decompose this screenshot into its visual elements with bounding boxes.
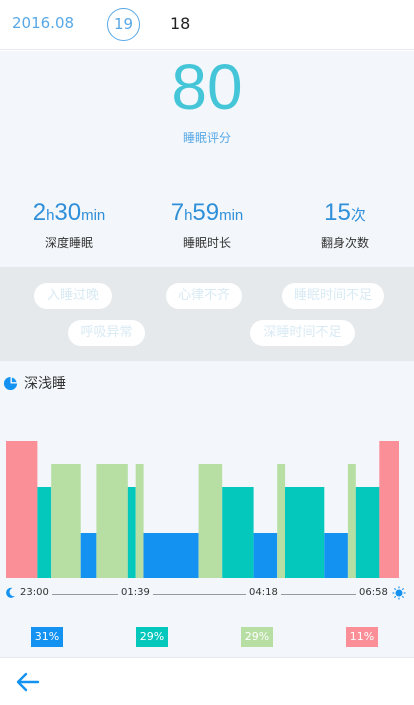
deep-hours: 2: [32, 199, 47, 226]
time-tick-end: 06:58: [356, 587, 391, 598]
segment-awake-16: [379, 441, 399, 578]
tag-insufficient-deep-sleep[interactable]: 深睡时间不足: [250, 320, 355, 346]
segment-deep-3: [80, 533, 97, 578]
segment-medium-5: [127, 487, 136, 578]
time-tick-start: 23:00: [17, 587, 52, 598]
tag-insufficient-sleep[interactable]: 睡眠时间不足: [282, 283, 384, 309]
segment-medium-12: [285, 487, 325, 578]
section-title: 深浅睡: [3, 373, 66, 393]
deep-hours-unit: h: [46, 207, 55, 224]
sun-icon: [392, 586, 406, 600]
stat-sleep-duration: 7h59min 睡眠时长: [138, 199, 276, 251]
date-header: 2016.08 19 18: [0, 0, 414, 50]
duration-minutes-unit: min: [219, 207, 244, 224]
section-title-text: 深浅睡: [24, 376, 66, 392]
turn-count-label: 翻身次数: [320, 236, 369, 250]
turn-count: 15: [324, 199, 351, 226]
time-axis: 23:00 01:39 04:18 06:58: [0, 585, 414, 601]
segment-light-2: [51, 464, 81, 578]
time-axis-line: [50, 594, 390, 595]
deep-minutes-unit: min: [81, 207, 106, 224]
pct-medium: 29%: [136, 627, 168, 647]
pct-deep: 31%: [31, 627, 63, 647]
time-tick-3: 04:18: [246, 587, 281, 598]
pct-awake: 11%: [346, 627, 378, 647]
back-arrow-icon[interactable]: [14, 670, 42, 694]
deep-sleep-label: 深度睡眠: [44, 236, 93, 250]
sleep-issue-tags: 入睡过晚 心律不齐 睡眠时间不足 呼吸异常 深睡时间不足: [0, 267, 414, 361]
score-panel: 80 睡眠评分 2h30min 深度睡眠 7h59min 睡眠时长 15次 翻身…: [0, 51, 414, 267]
segment-deep-10: [253, 533, 278, 578]
segment-medium-1: [37, 487, 52, 578]
duration-minutes: 59: [192, 199, 220, 226]
sleep-score-label: 睡眠评分: [182, 131, 231, 145]
duration-hours: 7: [170, 199, 185, 226]
segment-light-11: [277, 464, 286, 578]
deep-minutes: 30: [54, 199, 82, 226]
segment-medium-15: [355, 487, 380, 578]
turn-count-unit: 次: [350, 207, 366, 224]
segment-deep-7: [143, 533, 199, 578]
moon-icon: [6, 587, 15, 598]
segment-light-8: [198, 464, 223, 578]
duration-hours-unit: h: [184, 207, 193, 224]
pct-light: 29%: [241, 627, 273, 647]
stat-deep-sleep: 2h30min 深度睡眠: [0, 199, 138, 251]
tag-abnormal-breathing[interactable]: 呼吸异常: [68, 320, 145, 346]
stat-turn-count: 15次 翻身次数: [276, 199, 414, 251]
pie-chart-icon: [3, 376, 18, 390]
month-selector[interactable]: 2016.08: [12, 14, 75, 32]
time-tick-2: 01:39: [118, 587, 153, 598]
segment-medium-9: [222, 487, 254, 578]
segment-light-6: [135, 464, 144, 578]
tag-late-sleep[interactable]: 入睡过晚: [34, 283, 112, 309]
segment-deep-13: [324, 533, 348, 578]
segment-light-14: [347, 464, 356, 578]
sleep-stage-panel: 深浅睡 23:00 01:39 04:18 06:58 31% 29% 29% …: [0, 361, 414, 657]
selected-day[interactable]: 19: [107, 8, 140, 41]
tag-arrhythmia[interactable]: 心律不齐: [166, 283, 242, 309]
sleep-stage-chart: [6, 441, 399, 578]
segment-awake-0: [6, 441, 38, 578]
sleep-score: 80: [171, 51, 243, 123]
sleep-duration-label: 睡眠时长: [182, 236, 231, 250]
bottom-bar: [0, 657, 414, 705]
day-18[interactable]: 18: [170, 14, 191, 33]
segment-light-4: [96, 464, 128, 578]
